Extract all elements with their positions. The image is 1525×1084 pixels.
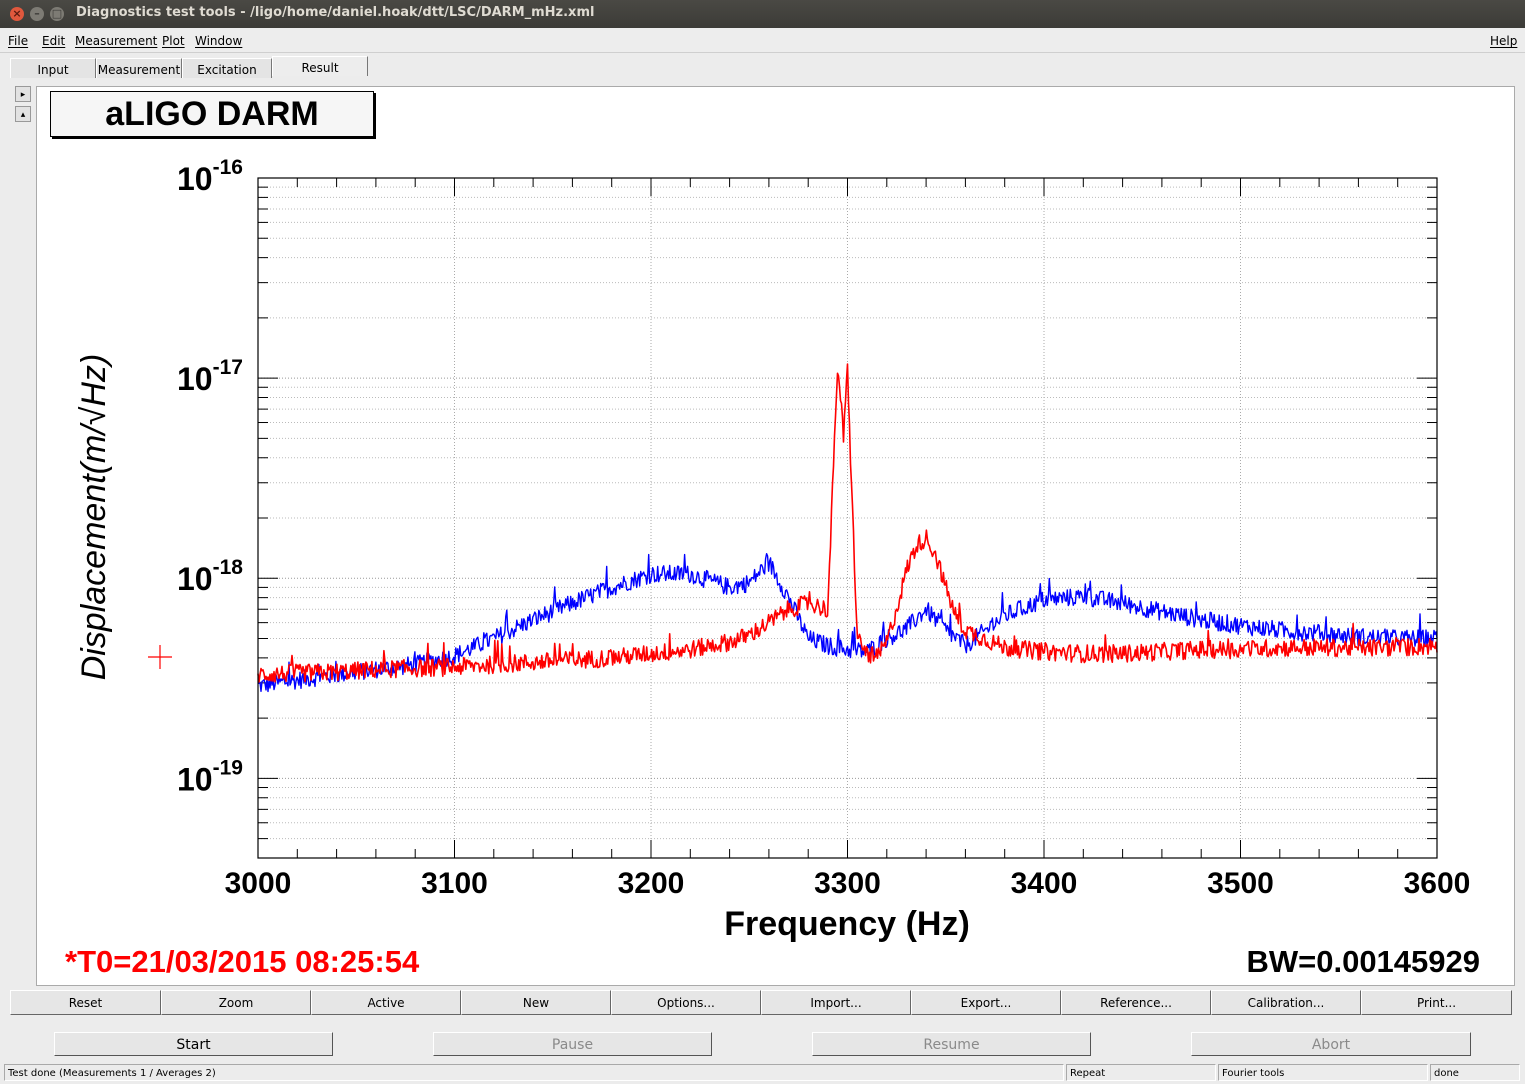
pause-button[interactable]: Pause <box>433 1032 712 1056</box>
status-state: done <box>1430 1064 1520 1081</box>
x-tick-label: 3000 <box>225 867 292 900</box>
chart-grid <box>257 177 1438 859</box>
active-button[interactable]: Active <box>311 990 461 1015</box>
new-button[interactable]: New <box>461 990 611 1015</box>
status-bar: Test done (Measurements 1 / Averages 2) … <box>0 1063 1525 1083</box>
zoom-button[interactable]: Zoom <box>161 990 311 1015</box>
play-arrow-icon[interactable]: ▸ <box>15 86 31 102</box>
menu-edit[interactable]: Edit <box>42 34 66 48</box>
x-tick-label: 3600 <box>1404 867 1471 900</box>
options-button[interactable]: Options... <box>611 990 761 1015</box>
maximize-icon[interactable]: □ <box>50 7 64 21</box>
reference-button[interactable]: Reference... <box>1061 990 1211 1015</box>
plot-button-row: Reset Zoom Active New Options... Import.… <box>10 990 1512 1016</box>
tab-result[interactable]: Result <box>272 56 368 76</box>
t0-label: *T0=21/03/2015 08:25:54 <box>65 944 420 979</box>
control-row: Start Pause Resume Abort <box>0 1030 1525 1060</box>
start-button[interactable]: Start <box>54 1032 333 1056</box>
abort-button[interactable]: Abort <box>1191 1032 1471 1056</box>
plot-canvas[interactable]: aLIGO DARM 3000 3100 3200 3300 3400 3500 3600 1… <box>36 86 1515 986</box>
calibration-button[interactable]: Calibration... <box>1211 990 1361 1015</box>
tab-bar: Input Measurement Excitation Result <box>0 56 1525 80</box>
reset-button[interactable]: Reset <box>10 990 161 1015</box>
close-icon[interactable]: × <box>10 7 24 21</box>
cursor-crosshair-icon <box>148 645 172 669</box>
y-axis-label: Displacement(m/√Hz) <box>75 354 113 681</box>
window-title: Diagnostics test tools - /ligo/home/dani… <box>76 5 595 20</box>
chart-svg[interactable]: 3000 3100 3200 3300 3400 3500 3600 10-16 10-17 10… <box>37 87 1514 985</box>
tab-input[interactable]: Input <box>10 58 96 78</box>
menu-window[interactable]: Window <box>195 34 243 48</box>
y-tick-label: 10-18 <box>177 556 243 597</box>
x-axis-label: Frequency (Hz) <box>724 905 970 943</box>
status-message: Test done (Measurements 1 / Averages 2) <box>4 1064 1064 1081</box>
menu-measurement[interactable]: Measurement <box>75 34 158 48</box>
y-tick-label: 10-16 <box>177 156 243 197</box>
window-titlebar: × – □ Diagnostics test tools - /ligo/hom… <box>0 0 1525 28</box>
plot-title-box: aLIGO DARM <box>50 91 374 137</box>
series-line-blue <box>257 553 1438 693</box>
x-tick-label: 3500 <box>1207 867 1274 900</box>
export-button[interactable]: Export... <box>911 990 1061 1015</box>
tab-excitation[interactable]: Excitation <box>182 58 272 78</box>
menu-bar: File Edit Measurement Plot Window Help <box>0 28 1525 53</box>
bandwidth-label: BW=0.00145929 <box>1246 944 1480 979</box>
series-line-red <box>257 363 1438 683</box>
pad-sidebar: ▸ ▴ <box>10 84 32 984</box>
import-button[interactable]: Import... <box>761 990 911 1015</box>
status-repeat: Repeat <box>1066 1064 1216 1081</box>
plot-frame <box>257 177 1438 859</box>
status-tools: Fourier tools <box>1218 1064 1428 1081</box>
menu-help[interactable]: Help <box>1490 34 1518 48</box>
x-tick-label: 3100 <box>421 867 488 900</box>
eject-icon[interactable]: ▴ <box>15 106 31 122</box>
menu-file[interactable]: File <box>8 34 29 48</box>
menu-plot[interactable]: Plot <box>162 34 185 48</box>
minimize-icon[interactable]: – <box>30 7 44 21</box>
tab-measurement[interactable]: Measurement <box>96 58 182 78</box>
chart-labels: 3000 3100 3200 3300 3400 3500 3600 10-16 10-17 10… <box>177 156 1470 900</box>
y-tick-label: 10-17 <box>177 356 243 397</box>
x-tick-label: 3200 <box>618 867 685 900</box>
y-tick-label: 10-19 <box>177 756 243 797</box>
x-tick-label: 3300 <box>814 867 881 900</box>
chart-series <box>257 363 1438 693</box>
x-tick-label: 3400 <box>1011 867 1078 900</box>
print-button[interactable]: Print... <box>1361 990 1512 1015</box>
resume-button[interactable]: Resume <box>812 1032 1091 1056</box>
